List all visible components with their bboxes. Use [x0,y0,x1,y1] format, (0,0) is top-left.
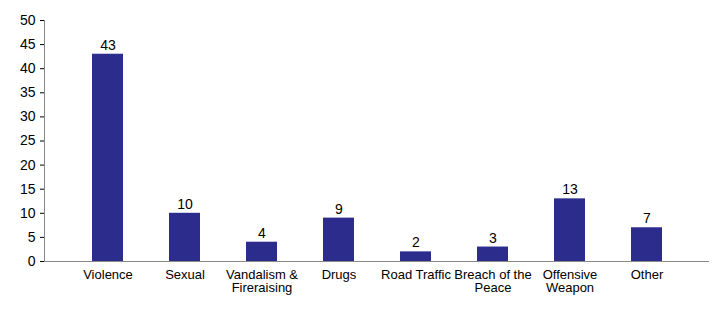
svg-text:50: 50 [20,12,36,28]
svg-text:9: 9 [335,201,343,217]
svg-text:10: 10 [177,196,193,212]
svg-text:Drugs: Drugs [322,267,357,282]
svg-text:Sexual: Sexual [165,267,205,282]
svg-text:Violence: Violence [83,267,133,282]
svg-text:4: 4 [258,225,266,241]
svg-text:13: 13 [562,181,578,197]
svg-text:43: 43 [100,37,116,53]
svg-text:Vandalism &Fireraising: Vandalism &Fireraising [226,267,298,295]
svg-text:25: 25 [20,132,36,148]
svg-text:30: 30 [20,108,36,124]
svg-text:35: 35 [20,84,36,100]
svg-text:3: 3 [489,230,497,246]
svg-text:Road Traffic: Road Traffic [381,267,451,282]
svg-text:OffensiveWeapon: OffensiveWeapon [543,267,598,295]
svg-text:2: 2 [412,234,420,250]
svg-text:15: 15 [20,181,36,197]
svg-text:20: 20 [20,157,36,173]
svg-text:45: 45 [20,36,36,52]
svg-text:Other: Other [631,267,664,282]
svg-text:40: 40 [20,60,36,76]
svg-text:0: 0 [28,253,36,269]
svg-text:Breach of thePeace: Breach of thePeace [454,267,531,295]
svg-text:10: 10 [20,205,36,221]
svg-text:7: 7 [643,210,651,226]
svg-text:5: 5 [28,229,36,245]
